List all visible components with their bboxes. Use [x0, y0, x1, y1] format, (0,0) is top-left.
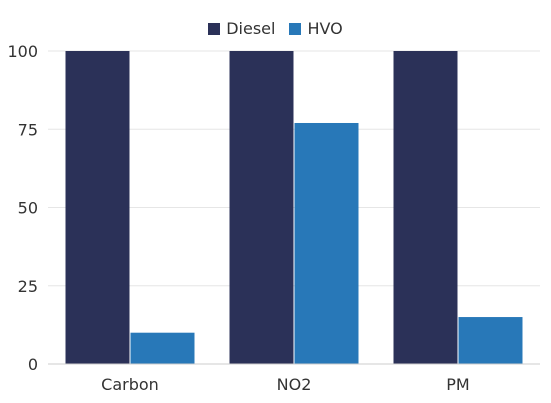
bar-hvo-no2[interactable]	[294, 122, 359, 365]
legend-item-diesel[interactable]: Diesel	[208, 19, 275, 38]
chart-legend: Diesel HVO	[0, 19, 551, 38]
y-tick-label: 75	[18, 120, 38, 139]
legend-label-hvo: HVO	[307, 19, 343, 38]
y-tick-label: 100	[7, 42, 38, 61]
grid-lines	[48, 50, 540, 287]
x-tick-label: NO2	[277, 375, 312, 394]
x-tick-label: Carbon	[101, 375, 159, 394]
bar-hvo-pm[interactable]	[458, 317, 523, 364]
y-axis: 0 25 50 75 100	[7, 42, 38, 374]
bar-diesel-carbon[interactable]	[65, 51, 130, 364]
y-tick-label: 50	[18, 199, 38, 218]
x-axis: Carbon NO2 PM	[48, 363, 540, 394]
y-tick-label: 25	[18, 277, 38, 296]
bar-diesel-no2[interactable]	[229, 51, 294, 364]
bar-diesel-pm[interactable]	[393, 51, 458, 364]
legend-label-diesel: Diesel	[226, 19, 276, 38]
bar-hvo-carbon[interactable]	[130, 332, 195, 364]
legend-item-hvo[interactable]: HVO	[289, 19, 343, 38]
legend-swatch-diesel	[208, 22, 221, 35]
bars	[65, 51, 523, 365]
y-tick-label: 0	[28, 355, 38, 374]
legend-swatch-hvo	[289, 22, 302, 35]
x-tick-label: PM	[446, 375, 469, 394]
